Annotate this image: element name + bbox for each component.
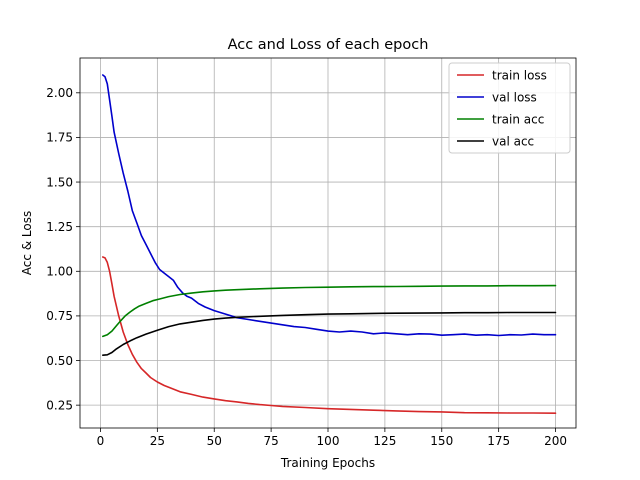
- legend-label-train-loss: train loss: [492, 68, 547, 82]
- x-tick-label: 50: [207, 434, 222, 448]
- y-tick-label: 0.25: [46, 398, 73, 412]
- chart-title: Acc and Loss of each epoch: [228, 37, 429, 53]
- legend-label-train-acc: train acc: [492, 112, 544, 126]
- y-tick-label: 2.00: [46, 86, 73, 100]
- x-axis: 0 25 50 75 100 125 150 175 200: [97, 428, 567, 448]
- x-tick-label: 200: [544, 434, 567, 448]
- y-tick-label: 1.75: [46, 131, 73, 145]
- x-tick-label: 75: [263, 434, 278, 448]
- y-tick-label: 1.00: [46, 265, 73, 279]
- y-tick-label: 1.50: [46, 175, 73, 189]
- y-tick-label: 0.50: [46, 354, 73, 368]
- x-tick-label: 100: [317, 434, 340, 448]
- x-tick-label: 25: [150, 434, 165, 448]
- y-axis: 0.25 0.50 0.75 1.00 1.25 1.50 1.75 2.00: [46, 86, 80, 412]
- y-tick-label: 0.75: [46, 309, 73, 323]
- x-tick-label: 175: [487, 434, 510, 448]
- legend-label-val-acc: val acc: [492, 134, 534, 148]
- x-tick-label: 125: [373, 434, 396, 448]
- legend-label-val-loss: val loss: [492, 90, 537, 104]
- legend: train loss val loss train acc val acc: [448, 62, 571, 154]
- legend-box: [448, 62, 571, 154]
- y-axis-label: Acc & Loss: [20, 211, 34, 276]
- x-tick-label: 150: [430, 434, 453, 448]
- x-axis-label: Training Epochs: [280, 456, 375, 470]
- series-line-val-acc: [102, 311, 557, 357]
- x-tick-label: 0: [97, 434, 105, 448]
- series-line-train-acc: [102, 284, 557, 338]
- series-layer: [102, 74, 557, 415]
- y-tick-label: 1.25: [46, 220, 73, 234]
